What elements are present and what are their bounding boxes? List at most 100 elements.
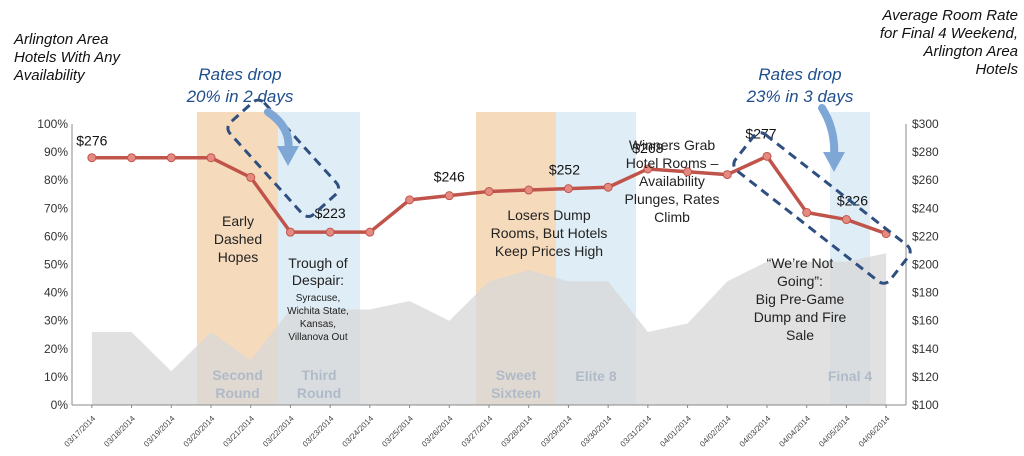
left-tick-label: 90%: [44, 145, 68, 159]
x-tick-label: 03/31/2014: [619, 414, 654, 449]
room-rate-point: [762, 151, 772, 161]
left-tick-label: 50%: [44, 258, 68, 272]
left-axis-title: Availability: [13, 67, 86, 84]
room-rate-point: [127, 153, 137, 163]
x-tick-label: 04/02/2014: [698, 414, 733, 449]
annotation-text: Climb: [654, 209, 690, 225]
left-tick-label: 80%: [44, 173, 68, 187]
right-tick-label: $100: [912, 398, 939, 412]
right-tick-label: $140: [912, 342, 939, 356]
annotation-text: Hotel Rooms –: [626, 155, 719, 171]
right-axis-title: Hotels: [975, 61, 1018, 78]
left-tick-label: 20%: [44, 342, 68, 356]
right-axis-title: for Final 4 Weekend,: [880, 25, 1018, 42]
room-rate-point: [563, 184, 573, 194]
price-label: $276: [76, 133, 107, 149]
callout-box-2: [732, 131, 912, 285]
callout-arrow-1-head: [277, 146, 299, 166]
room-rate-point: [285, 227, 295, 237]
right-tick-label: $120: [912, 370, 939, 384]
x-tick-label: 04/05/2014: [817, 414, 852, 449]
annotation-text: Kansas,: [300, 319, 336, 330]
right-tick-label: $300: [912, 117, 939, 131]
annotation-text: Trough of: [288, 255, 348, 271]
x-tick-label: 04/06/2014: [857, 414, 892, 449]
annotation-text: Big Pre-Game: [756, 291, 845, 307]
x-tick-label: 03/17/2014: [63, 414, 98, 449]
right-tick-label: $180: [912, 286, 939, 300]
x-tick-label: 04/01/2014: [658, 414, 693, 449]
annotation-text: Despair:: [292, 272, 344, 288]
right-tick-label: $240: [912, 201, 939, 215]
x-tick-label: 03/23/2014: [301, 414, 336, 449]
room-rate-point: [87, 153, 97, 163]
room-rate-point: [365, 227, 375, 237]
left-tick-label: 60%: [44, 229, 68, 243]
annotation-text: Wichita State,: [287, 306, 349, 317]
x-tick-label: 03/22/2014: [261, 414, 296, 449]
right-tick-label: $160: [912, 314, 939, 328]
annotation-text: Early: [222, 213, 254, 229]
annotation-text: Rooms, But Hotels: [491, 225, 608, 241]
room-rate-point: [325, 227, 335, 237]
room-rate-point: [444, 191, 454, 201]
room-rate-point: [603, 182, 613, 192]
annotation-text: Losers Dump: [507, 207, 590, 223]
callout-text: Rates drop: [758, 65, 841, 84]
room-rate-point: [683, 167, 693, 177]
price-label: $226: [837, 193, 868, 209]
callout-box-1: [226, 98, 341, 218]
price-label: $252: [549, 162, 580, 178]
x-tick-label: 03/18/2014: [102, 414, 137, 449]
annotation-text: Villanova Out: [288, 332, 348, 343]
room-rate-point: [206, 153, 216, 163]
annotation-text: Winners Grab: [629, 137, 716, 153]
x-tick-label: 03/28/2014: [499, 414, 534, 449]
x-tick-label: 04/03/2014: [738, 414, 773, 449]
left-tick-label: 0%: [51, 398, 69, 412]
room-rate-point: [246, 172, 256, 182]
annotation-text: Sale: [786, 327, 814, 343]
annotation-text: Dump and Fire: [754, 309, 847, 325]
room-rate-point: [841, 215, 851, 225]
x-tick-label: 03/25/2014: [380, 414, 415, 449]
x-tick-label: 03/20/2014: [182, 414, 217, 449]
left-tick-label: 30%: [44, 314, 68, 328]
left-tick-label: 40%: [44, 286, 68, 300]
annotation-text: Going”:: [777, 273, 823, 289]
room-rate-point: [524, 185, 534, 195]
right-axis-title: Arlington Area: [923, 43, 1019, 60]
right-tick-label: $260: [912, 173, 939, 187]
annotation-text: Availability: [639, 173, 705, 189]
x-tick-label: 03/24/2014: [341, 414, 376, 449]
price-label: $268: [632, 140, 663, 156]
annotation-text: Syracuse,: [296, 293, 340, 304]
annotation-text: Keep Prices High: [495, 243, 603, 259]
right-tick-label: $220: [912, 229, 939, 243]
left-axis-title: Hotels With Any: [14, 49, 122, 66]
callout-text: 20% in 2 days: [186, 87, 294, 106]
callout-text: 23% in 3 days: [746, 87, 854, 106]
room-rate-point: [802, 208, 812, 218]
availability-area: [91, 253, 887, 405]
right-tick-label: $200: [912, 258, 939, 272]
left-axis-title: Arlington Area: [13, 31, 109, 48]
price-label: $246: [434, 169, 465, 185]
callout-text: Rates drop: [198, 65, 281, 84]
x-tick-label: 03/30/2014: [579, 414, 614, 449]
room-rate-point: [484, 186, 494, 196]
x-tick-label: 04/04/2014: [777, 414, 812, 449]
left-tick-label: 70%: [44, 201, 68, 215]
room-rate-point: [643, 164, 653, 174]
right-tick-label: $280: [912, 145, 939, 159]
annotation-text: Hopes: [218, 249, 258, 265]
room-rate-point: [405, 195, 415, 205]
left-tick-label: 10%: [44, 370, 68, 384]
price-label: $223: [315, 205, 346, 221]
annotation-text: Plunges, Rates: [625, 191, 720, 207]
annotation-text: Dashed: [214, 231, 262, 247]
room-rate-point: [722, 170, 732, 180]
x-tick-label: 03/27/2014: [460, 414, 495, 449]
x-tick-label: 03/21/2014: [221, 414, 256, 449]
annotation-text: “We’re Not: [767, 255, 834, 271]
